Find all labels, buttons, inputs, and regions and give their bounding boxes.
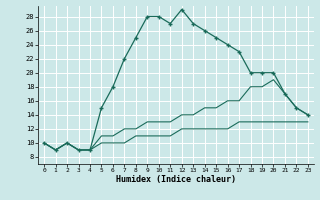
X-axis label: Humidex (Indice chaleur): Humidex (Indice chaleur) <box>116 175 236 184</box>
